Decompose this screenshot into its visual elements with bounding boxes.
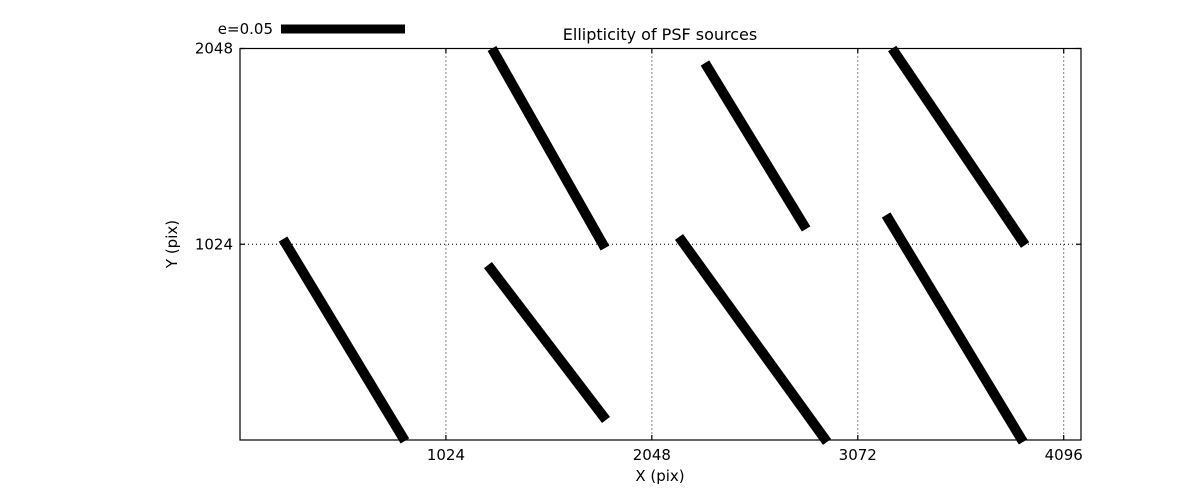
ellipticity-whisker <box>674 234 832 445</box>
legend-label: e=0.05 <box>218 20 273 38</box>
x-axis-label: X (pix) <box>635 467 684 485</box>
tick-label-layer: 1024 2048 3072 4096 1024 2048 <box>195 40 1083 465</box>
ellipticity-whisker <box>888 45 1030 248</box>
tick-layer <box>240 47 1081 440</box>
whisker-layer <box>278 45 1030 445</box>
ellipticity-whisker <box>483 262 610 423</box>
x-tick-label: 2048 <box>633 446 671 464</box>
chart-title: Ellipticity of PSF sources <box>563 25 757 44</box>
y-tick-label: 1024 <box>195 235 233 253</box>
ellipticity-whisker <box>700 60 811 232</box>
legend-sample-bar <box>281 24 405 34</box>
ellipticity-whisker <box>881 212 1028 445</box>
ellipticity-whisker <box>487 46 610 251</box>
x-tick-label: 1024 <box>427 446 465 464</box>
ellipticity-whisker <box>278 236 410 444</box>
y-tick-label: 2048 <box>195 40 233 58</box>
x-tick-label: 3072 <box>839 446 877 464</box>
x-tick-label: 4096 <box>1045 446 1083 464</box>
y-axis-label: Y (pix) <box>163 220 181 269</box>
